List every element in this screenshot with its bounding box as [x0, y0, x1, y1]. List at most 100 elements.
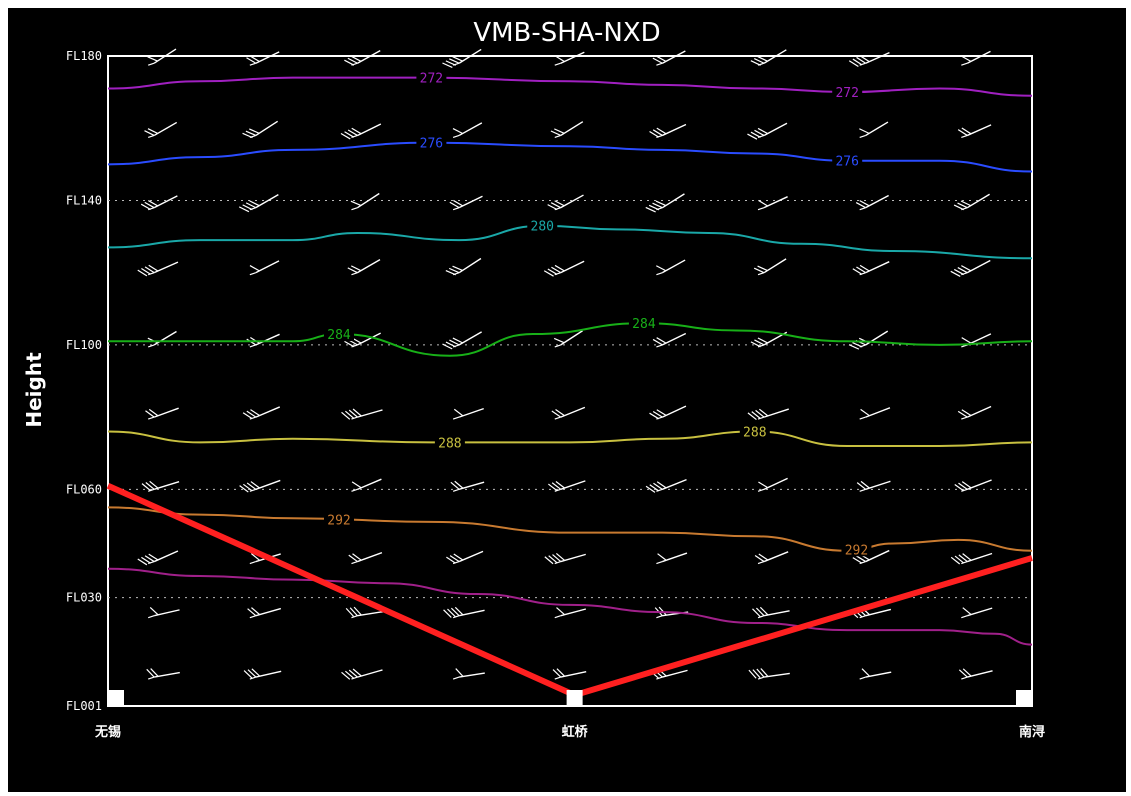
wind-barb	[852, 261, 890, 276]
wind-barb	[341, 668, 383, 680]
isotherm-label: 288	[438, 436, 461, 451]
isotherm-label: 276	[420, 137, 443, 152]
chart-frame: VMB-SHA-NXD Height FL180 FL140 FL100 FL060 F…	[8, 8, 1126, 792]
wind-barb	[855, 194, 889, 211]
station-markers	[108, 690, 1032, 706]
wind-barb	[449, 195, 483, 211]
wind-barb	[747, 408, 789, 421]
wind-barb	[750, 49, 787, 66]
isotherm-288	[107, 430, 1033, 448]
isotherm-label: 284	[327, 328, 351, 343]
wind-barb	[553, 330, 583, 348]
isotherm-label: 280	[531, 220, 554, 235]
wind-barb	[348, 552, 383, 565]
isotherm-label: 288	[743, 426, 766, 441]
station-marker	[1016, 690, 1032, 706]
wind-barb	[753, 258, 787, 276]
wind-barb	[452, 407, 484, 420]
vertical-profile-chart: VMB-SHA-NXD Height FL180FL140FL100FL060F…	[22, 18, 1045, 740]
wind-barb	[757, 196, 788, 211]
wind-barb	[652, 50, 686, 66]
wind-barb	[450, 480, 485, 492]
wind-barb	[954, 479, 992, 492]
wind-barb	[748, 668, 790, 680]
y-tick-label: FL140	[66, 193, 102, 207]
wind-barb	[137, 550, 179, 566]
wind-barb	[452, 668, 485, 680]
grid-lines	[108, 199, 1032, 599]
wind-barb	[551, 406, 586, 420]
wind-barb	[859, 407, 891, 420]
wind-barb	[548, 480, 586, 492]
y-axis-ticks: FL180 FL140 FL100 FL060 FL030 FL001	[66, 49, 102, 713]
chart-title: VMB-SHA-NXD	[473, 18, 660, 48]
wind-barb	[443, 606, 485, 619]
wind-barb	[452, 122, 483, 139]
wind-barb	[341, 408, 383, 420]
y-tick-label: FL180	[66, 49, 102, 63]
wind-barb	[547, 194, 584, 211]
station-marker	[566, 690, 583, 706]
wind-barb	[351, 478, 382, 492]
wind-barb	[961, 50, 991, 66]
wind-barb	[554, 607, 587, 619]
wind-barb	[249, 260, 280, 276]
wind-barb	[243, 668, 282, 680]
isotherm-lines: 272 272 276 276 280 284 284 288 288 292 292	[107, 69, 1033, 646]
wind-barb	[145, 407, 179, 420]
wind-barb	[752, 606, 790, 619]
wind-barb	[137, 261, 179, 277]
wind-barb	[442, 331, 482, 350]
wind-barb	[445, 257, 482, 276]
wind-barb	[543, 260, 585, 277]
wind-barb	[146, 668, 180, 680]
wind-barb	[859, 668, 892, 680]
wind-barb	[446, 550, 484, 565]
x-tick-label: 虹桥	[562, 724, 589, 740]
isotherm-280	[107, 224, 1033, 260]
station-marker	[108, 690, 124, 706]
wind-barb	[550, 121, 584, 139]
y-tick-label: FL030	[66, 591, 102, 605]
wind-barb	[147, 48, 177, 66]
wind-barb	[345, 606, 384, 619]
isotherm-296	[107, 567, 1033, 646]
wind-barb	[140, 195, 178, 211]
x-tick-label: 南浔	[1019, 724, 1045, 740]
wind-barb	[344, 50, 381, 66]
wind-barb	[656, 552, 688, 565]
isotherm-276	[107, 141, 1033, 173]
wind-barb	[238, 194, 279, 213]
wind-barb	[246, 51, 280, 66]
wind-barb	[757, 477, 788, 492]
isotherm-272	[107, 76, 1033, 97]
wind-barb	[953, 193, 990, 211]
wind-barb	[141, 480, 180, 492]
wind-barb	[144, 121, 178, 139]
wind-barb	[961, 607, 993, 619]
wind-barb	[442, 48, 482, 69]
x-tick-label: 无锡	[94, 724, 121, 740]
wind-barb	[645, 193, 685, 213]
wind-barb	[848, 52, 890, 67]
wind-barb	[859, 121, 889, 139]
isotherm-label: 272	[420, 72, 443, 87]
wind-barb	[747, 122, 788, 140]
y-tick-label: FL001	[66, 699, 102, 713]
wind-barb	[148, 606, 180, 619]
wind-barbs	[137, 48, 993, 680]
isotherm-label: 292	[327, 513, 350, 528]
isotherm-label: 272	[835, 86, 858, 101]
wind-barb	[645, 478, 687, 493]
x-axis-ticks: 无锡 虹桥 南浔	[94, 724, 1045, 740]
wind-barb	[242, 120, 279, 139]
wind-barb	[242, 406, 281, 420]
isotherm-label: 284	[632, 317, 656, 332]
wind-barb	[340, 123, 382, 140]
wind-barb	[239, 479, 281, 493]
wind-barb	[950, 552, 993, 565]
wind-barb	[544, 552, 586, 565]
wind-barb	[347, 259, 381, 276]
wind-barb	[958, 668, 993, 680]
wind-barb	[856, 480, 891, 492]
